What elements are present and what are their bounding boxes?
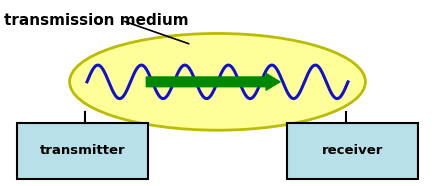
FancyArrowPatch shape	[146, 73, 279, 90]
Text: receiver: receiver	[321, 144, 382, 157]
Text: transmitter: transmitter	[40, 144, 125, 157]
Ellipse shape	[69, 33, 365, 130]
FancyBboxPatch shape	[17, 123, 148, 179]
FancyBboxPatch shape	[286, 123, 417, 179]
Text: transmission medium: transmission medium	[4, 13, 188, 28]
